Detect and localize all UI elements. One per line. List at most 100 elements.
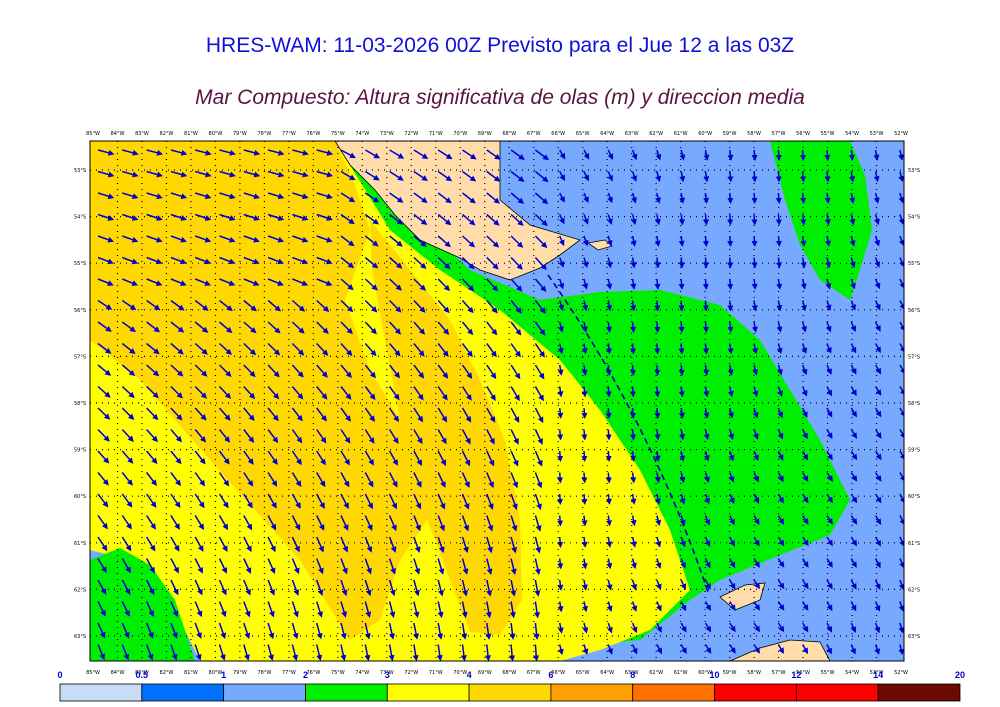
direction-arrow [850,493,858,504]
direction-arrow [145,579,155,596]
direction-arrow [704,601,711,612]
direction-arrow [776,257,782,269]
direction-arrow [413,235,427,247]
direction-arrow [316,192,333,200]
direction-arrow [170,149,188,156]
direction-arrow [486,213,500,226]
map-title: HRES-WAM: 11-03-2026 00Z Previsto para e… [205,34,795,57]
direction-arrow [316,386,328,400]
direction-arrow [316,256,333,265]
longitude-label: 68°W [502,670,516,676]
direction-arrow [751,214,758,226]
direction-arrow [581,364,588,376]
direction-arrow [243,299,257,312]
direction-arrow [776,343,783,355]
direction-arrow [218,515,229,531]
direction-arrow [679,450,686,462]
direction-arrow [170,472,182,487]
direction-arrow [292,256,309,265]
direction-arrow [170,278,187,286]
direction-arrow [194,170,212,178]
direction-arrow [534,192,549,205]
direction-arrow [776,300,783,312]
direction-arrow [437,515,445,532]
direction-arrow [340,364,352,379]
direction-arrow [146,213,163,221]
direction-arrow [315,622,323,640]
direction-arrow [825,257,832,269]
direction-arrow [850,536,857,547]
direction-arrow [874,300,881,311]
direction-arrow [388,536,397,553]
direction-arrow [437,579,444,597]
direction-arrow [413,386,424,401]
direction-arrow [218,493,229,509]
direction-arrow [510,407,520,423]
direction-arrow [243,536,252,553]
direction-arrow [170,429,183,443]
longitude-label: 66°W [551,131,565,137]
colorbar-label: 3 [385,670,390,680]
direction-arrow [316,342,329,356]
direction-arrow [145,622,154,639]
direction-arrow [751,257,758,269]
direction-arrow [292,192,309,200]
direction-arrow [413,536,421,553]
direction-arrow [655,536,662,548]
direction-arrow [146,321,161,333]
direction-arrow [437,536,445,554]
longitude-label: 57°W [772,670,786,676]
direction-arrow [826,601,833,612]
direction-arrow [899,536,904,547]
direction-arrow [122,256,139,265]
longitude-label: 62°W [649,131,663,137]
direction-arrow [194,558,203,574]
direction-arrow [121,558,131,574]
direction-arrow [899,257,904,268]
longitude-label: 76°W [306,131,320,137]
direction-arrow [194,472,206,487]
direction-arrow [243,192,261,200]
direction-arrow [631,622,638,634]
direction-arrow [218,450,230,465]
direction-arrow [605,493,612,505]
latitude-label: 63°S [74,634,86,640]
direction-arrow [122,213,139,221]
direction-arrow [340,256,355,269]
direction-arrow [340,342,353,357]
direction-arrow [97,515,108,530]
direction-arrow [437,450,447,467]
direction-arrow [727,257,734,269]
direction-arrow [291,601,299,618]
direction-arrow [702,278,709,290]
direction-arrow [582,235,589,247]
direction-arrow [219,256,236,265]
direction-arrow [899,515,904,526]
direction-arrow [267,213,285,221]
direction-arrow [510,515,518,532]
direction-arrow [802,622,809,633]
colorbar-label: 14 [873,670,883,680]
direction-arrow [364,235,379,247]
direction-arrow [243,213,260,221]
direction-arrow [558,235,565,247]
direction-arrow [728,429,735,441]
direction-arrow [873,149,880,161]
direction-arrow [606,536,613,548]
direction-arrow [413,278,427,291]
direction-arrow [267,278,284,286]
longitude-label: 70°W [453,131,467,137]
direction-arrow [631,192,637,204]
direction-arrow [413,493,422,510]
direction-arrow [534,579,541,597]
direction-arrow [170,536,180,552]
direction-arrow [267,299,282,312]
direction-arrow [121,385,135,399]
direction-arrow [170,622,178,639]
direction-arrow [679,171,686,183]
direction-arrow [194,493,205,509]
direction-arrow [364,213,380,225]
direction-arrow [267,558,276,575]
direction-arrow [437,278,451,292]
